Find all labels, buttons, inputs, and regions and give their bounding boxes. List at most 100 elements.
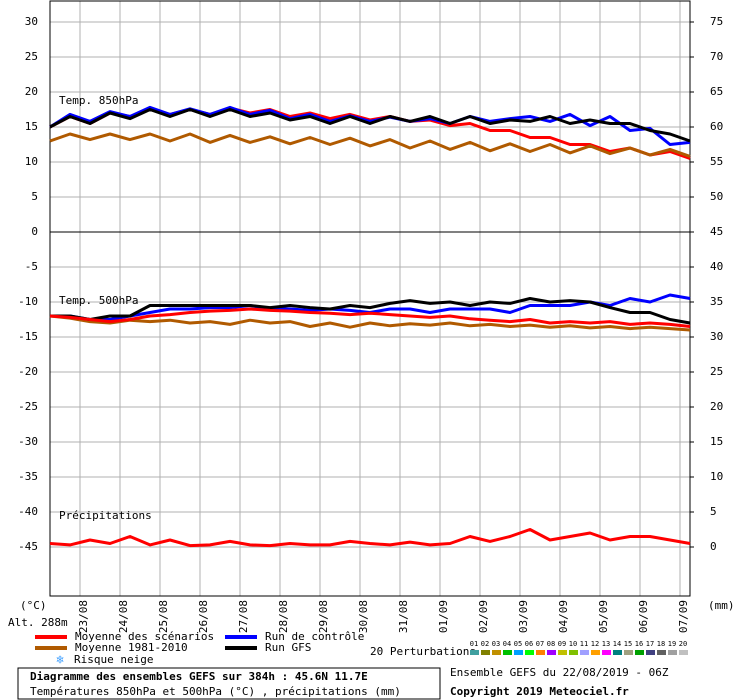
y2-tick-label: 75: [710, 15, 723, 28]
perturbation-swatch: [547, 650, 556, 655]
legend-label: Moyenne 1981-2010: [75, 641, 188, 654]
y2-tick-label: 30: [710, 330, 723, 343]
perturbation-swatch: [624, 650, 633, 655]
panel-label: Temp. 500hPa: [59, 294, 138, 307]
series-line: [49, 108, 691, 143]
perturbation-id: 19: [668, 640, 676, 648]
perturbation-swatch: [646, 650, 655, 655]
x-tick-label: 05/09: [597, 600, 610, 633]
perturbation-id: 17: [646, 640, 654, 648]
perturbation-id: 03: [492, 640, 500, 648]
perturbation-swatch: [635, 650, 644, 655]
x-tick-label: 26/08: [197, 600, 210, 633]
series-line: [49, 314, 691, 332]
x-tick-label: 27/08: [237, 600, 250, 633]
perturbation-id: 08: [547, 640, 555, 648]
perturbation-id: 09: [558, 640, 566, 648]
y-tick-label: -30: [18, 435, 38, 448]
x-tick-label: 25/08: [157, 600, 170, 633]
right-unit: (mm): [708, 599, 735, 612]
y2-tick-label: 50: [710, 190, 723, 203]
y-tick-label: 15: [25, 120, 38, 133]
x-tick-label: 01/09: [437, 600, 450, 633]
y-tick-label: -45: [18, 540, 38, 553]
x-tick-label: 04/09: [557, 600, 570, 633]
perturbation-swatch: [514, 650, 523, 655]
y-tick-label: 10: [25, 155, 38, 168]
y2-tick-label: 10: [710, 470, 723, 483]
perturbation-id: 12: [591, 640, 599, 648]
perturbation-id: 10: [569, 640, 577, 648]
y2-tick-label: 40: [710, 260, 723, 273]
perturbation-id: 07: [536, 640, 544, 648]
footer-title: Diagramme des ensembles GEFS sur 384h : …: [30, 670, 368, 683]
y-tick-label: 30: [25, 15, 38, 28]
x-tick-label: 29/08: [317, 600, 330, 633]
perturbations-label: 20 Perturbations: [370, 645, 476, 658]
perturbation-id: 01: [470, 640, 478, 648]
perturbation-id: 04: [503, 640, 511, 648]
y2-tick-label: 55: [710, 155, 723, 168]
perturbation-id: 05: [514, 640, 522, 648]
x-tick-label: 31/08: [397, 600, 410, 633]
y-tick-label: -40: [18, 505, 38, 518]
y-tick-label: -25: [18, 400, 38, 413]
x-tick-label: 28/08: [277, 600, 290, 633]
perturbation-id: 06: [525, 640, 533, 648]
y2-tick-label: 5: [710, 505, 717, 518]
perturbation-swatch: [580, 650, 589, 655]
perturbation-swatch: [569, 650, 578, 655]
perturbation-swatch: [558, 650, 567, 655]
panel-label: Temp. 850hPa: [59, 94, 138, 107]
y2-tick-label: 20: [710, 400, 723, 413]
altitude: Alt. 288m: [8, 616, 68, 629]
y-tick-label: 0: [31, 225, 38, 238]
perturbation-id: 13: [602, 640, 610, 648]
perturbation-id: 15: [624, 640, 632, 648]
y2-tick-label: 65: [710, 85, 723, 98]
perturbation-swatch: [591, 650, 600, 655]
series-line: [49, 132, 691, 158]
perturbation-swatch: [679, 650, 688, 655]
perturbation-swatch: [613, 650, 622, 655]
perturbation-swatch: [668, 650, 677, 655]
perturbation-swatch: [657, 650, 666, 655]
x-tick-label: 06/09: [637, 600, 650, 633]
footer-run: Ensemble GEFS du 22/08/2019 - 06Z: [450, 666, 669, 679]
y-tick-label: -5: [25, 260, 38, 273]
y-tick-label: -20: [18, 365, 38, 378]
series-line: [49, 528, 691, 548]
perturbation-id: 14: [613, 640, 621, 648]
perturbation-swatch: [602, 650, 611, 655]
footer-box: [17, 667, 441, 700]
perturbation-id: 20: [679, 640, 687, 648]
perturbation-id: 16: [635, 640, 643, 648]
footer-subtitle: Températures 850hPa et 500hPa (°C) , pré…: [30, 685, 401, 698]
series-line: [49, 106, 691, 160]
y-tick-label: 25: [25, 50, 38, 63]
y-tick-label: 20: [25, 85, 38, 98]
panel-label: Précipitations: [59, 509, 152, 522]
y2-tick-label: 35: [710, 295, 723, 308]
perturbation-swatch: [470, 650, 479, 655]
x-tick-label: 23/08: [77, 600, 90, 633]
legend-label: Run de contrôle: [265, 630, 364, 643]
perturbation-id: 18: [657, 640, 665, 648]
y2-tick-label: 25: [710, 365, 723, 378]
y-tick-label: -10: [18, 295, 38, 308]
legend-label: Run GFS: [265, 641, 311, 654]
y2-tick-label: 0: [710, 540, 717, 553]
x-tick-label: 30/08: [357, 600, 370, 633]
left-unit: (°C): [20, 599, 47, 612]
footer-copyright: Copyright 2019 Meteociel.fr: [450, 685, 629, 698]
x-tick-label: 07/09: [677, 600, 690, 633]
series-line: [50, 297, 691, 325]
perturbation-swatch: [525, 650, 534, 655]
y2-tick-label: 70: [710, 50, 723, 63]
y-tick-label: -35: [18, 470, 38, 483]
perturbation-id: 11: [580, 640, 588, 648]
y2-tick-label: 45: [710, 225, 723, 238]
snow-legend: Risque neige: [74, 653, 153, 666]
perturbation-swatch: [536, 650, 545, 655]
